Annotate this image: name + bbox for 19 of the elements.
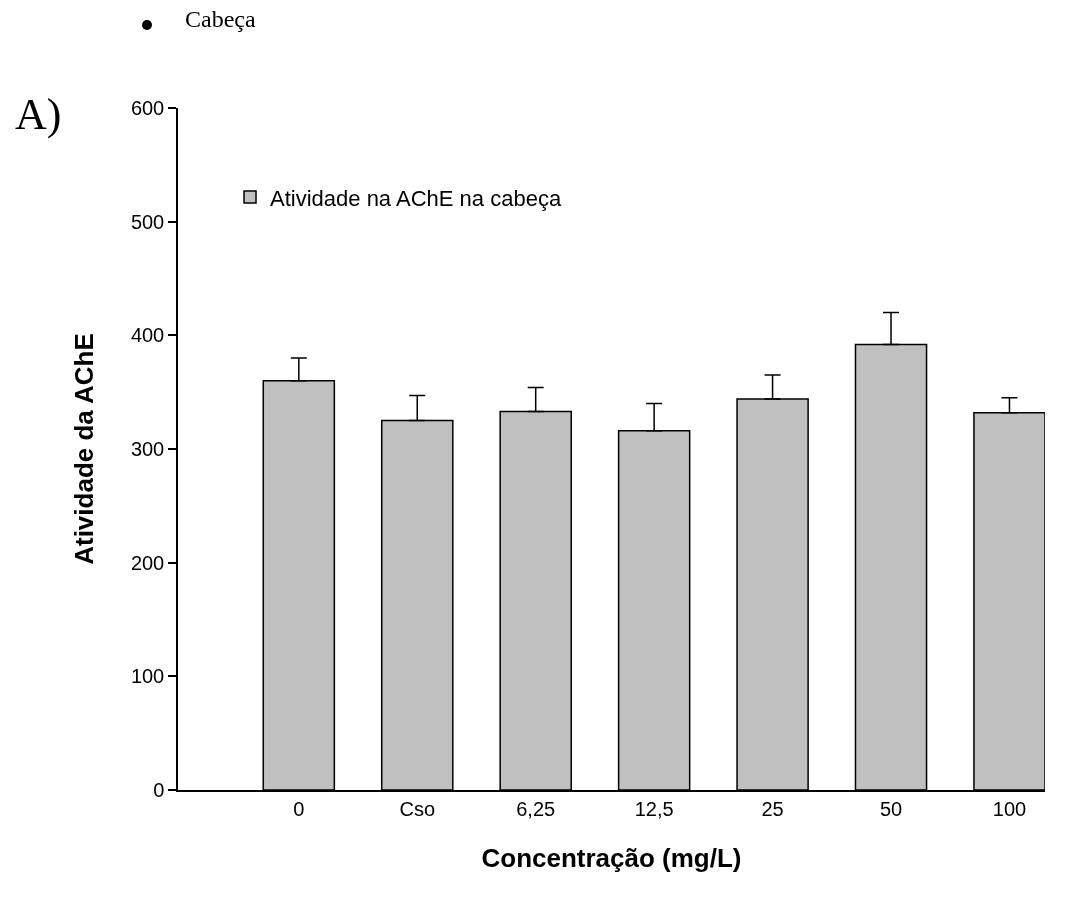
x-tick-label: 0 (293, 797, 305, 820)
y-tick-label: 300 (130, 438, 165, 460)
y-tick-label: 100 (130, 665, 165, 688)
text: A) (15, 90, 62, 139)
y-tick-label: 200 (130, 551, 165, 574)
x-tick-label: 25 (761, 797, 784, 820)
text: Cabeça (185, 6, 256, 32)
x-tick-label: 6,25 (516, 797, 556, 820)
x-tick-label: 12,5 (634, 797, 674, 820)
y-axis-title: Atividade da AChE (68, 333, 99, 565)
x-axis-title: Concentração (mg/L) (481, 842, 742, 873)
x-tick-label: Cso (399, 797, 436, 820)
x-tick-label: 100 (992, 797, 1027, 820)
y-tick-label: 0 (153, 779, 165, 801)
y-tick-label: 500 (130, 210, 165, 233)
legend-label: Atividade na AChE na cabeça (270, 185, 562, 211)
x-tick-label: 50 (879, 797, 903, 820)
y-tick-label: 400 (130, 324, 165, 347)
y-tick-label: 600 (130, 97, 165, 119)
